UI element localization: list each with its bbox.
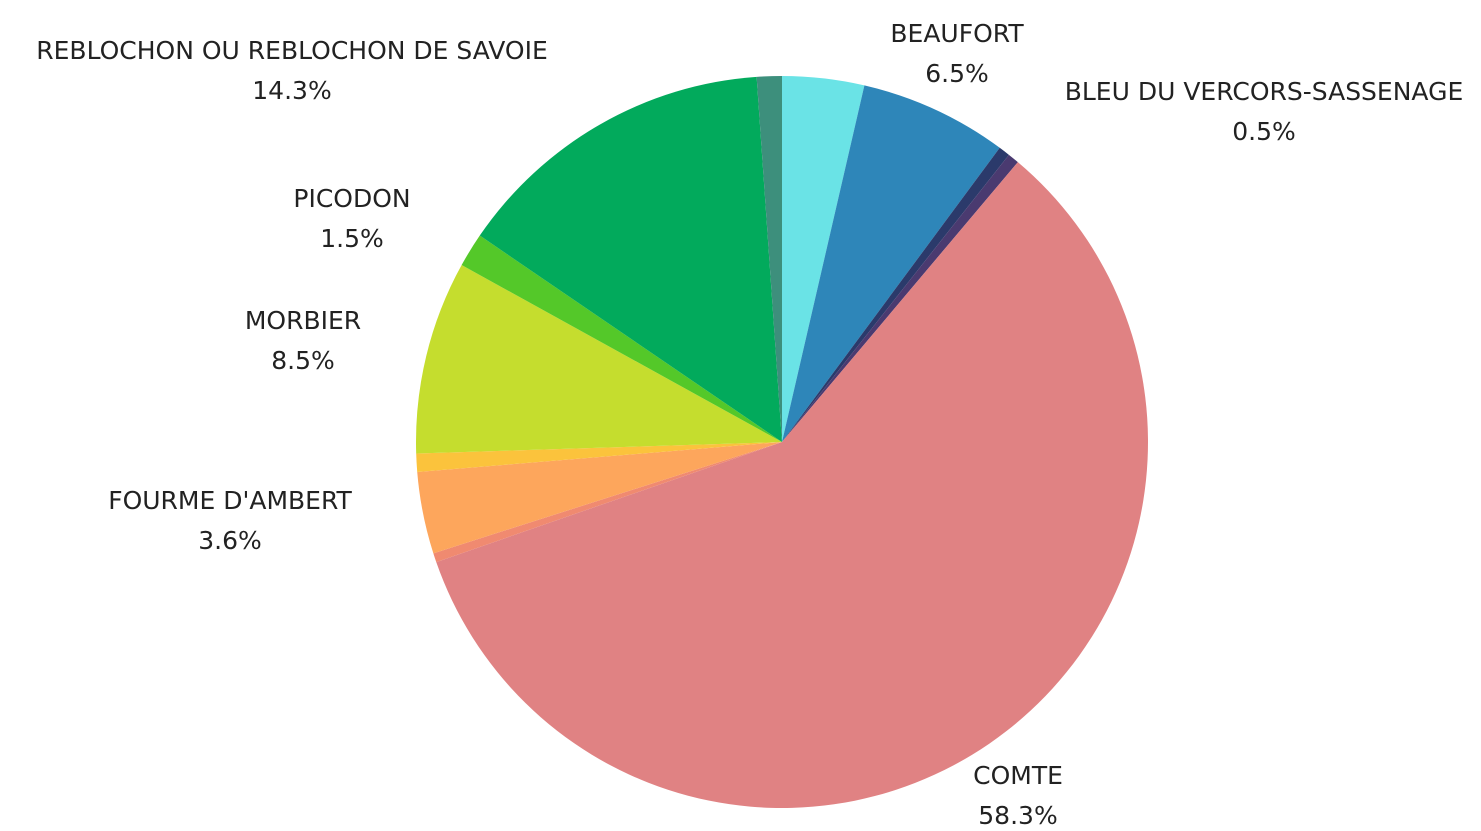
- pie-slice: [782, 154, 1018, 442]
- slice-label: BLEU DU VERCORS-SASSENAGE: [1065, 77, 1464, 106]
- slice-label: REBLOCHON OU REBLOCHON DE SAVOIE: [36, 36, 548, 65]
- slice-value-label: 1.5%: [320, 224, 384, 253]
- slice-label: COMTE: [973, 761, 1063, 790]
- pie-slice: [782, 85, 1000, 442]
- pie-slice: [417, 442, 782, 554]
- pie-slice: [433, 442, 782, 563]
- pie-slice: [461, 235, 782, 442]
- pie-slice: [782, 76, 865, 442]
- slice-value-label: 3.6%: [198, 526, 262, 555]
- pie-slice: [415, 265, 782, 454]
- pie-slice: [436, 162, 1148, 809]
- slice-label: BEAUFORT: [890, 19, 1024, 48]
- pie-slice: [479, 76, 782, 442]
- slice-label: MORBIER: [245, 306, 361, 335]
- slice-value-label: 14.3%: [252, 76, 331, 105]
- pie-slice: [782, 147, 1009, 442]
- slice-value-label: 8.5%: [271, 346, 335, 375]
- slice-value-label: 58.3%: [978, 801, 1057, 830]
- slice-value-label: 0.5%: [1232, 117, 1296, 146]
- slice-value-label: 6.5%: [925, 59, 989, 88]
- pie-slice: [416, 442, 782, 472]
- pie-slice: [756, 76, 782, 442]
- slice-label: PICODON: [293, 184, 410, 213]
- slice-label: FOURME D'AMBERT: [108, 486, 352, 515]
